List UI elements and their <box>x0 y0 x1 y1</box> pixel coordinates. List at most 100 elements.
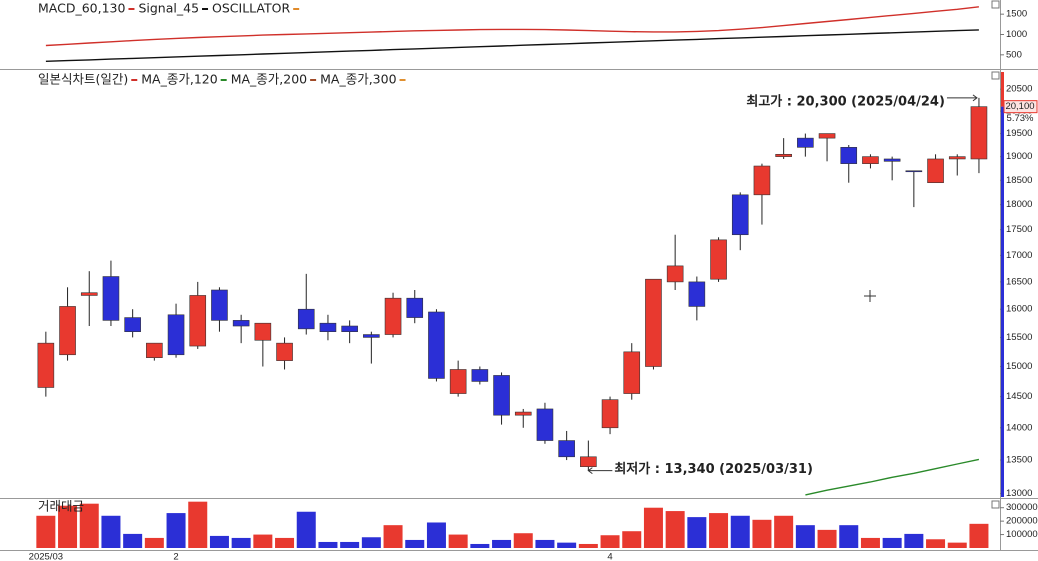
candle-body <box>493 375 510 416</box>
indicator-line <box>45 6 979 47</box>
volume-bar <box>904 533 924 548</box>
volume-bar <box>926 539 946 548</box>
volume-bar <box>296 511 316 548</box>
candle-body <box>775 153 792 157</box>
volume-bar <box>578 543 598 548</box>
volume-bar <box>860 537 880 548</box>
candle-body <box>146 342 163 358</box>
panel-button[interactable] <box>991 0 1000 9</box>
volume-bar <box>643 507 663 548</box>
last-price-label: 20,100 <box>1005 101 1034 112</box>
candle-body <box>666 265 684 283</box>
volume-bar <box>340 541 360 548</box>
y-tick-label: 1500 <box>1006 9 1027 20</box>
candle-body <box>601 399 619 429</box>
candle-body <box>80 292 98 296</box>
volume-bar <box>383 525 403 548</box>
panel-title: 거래대금 <box>38 499 84 514</box>
volume-bar <box>535 539 555 548</box>
x-tick-label: 2 <box>173 552 178 561</box>
volume-bar <box>123 533 143 548</box>
candle-body <box>688 281 706 307</box>
y-tick-label: 500 <box>1006 49 1022 60</box>
candle-body <box>514 411 532 416</box>
candle-body <box>580 456 597 467</box>
volume-bar <box>209 535 229 548</box>
legend-label: Signal_45 <box>138 1 199 16</box>
y-tick-label: 18500 <box>1006 175 1032 186</box>
candle-body <box>710 239 727 280</box>
volume-bar <box>166 513 186 548</box>
y-tick-label: 14000 <box>1006 422 1032 433</box>
legend-label: MA_종가,120 <box>141 72 217 87</box>
candle-body <box>37 342 55 388</box>
volume-bar <box>492 539 512 548</box>
volume-bar <box>557 542 577 548</box>
candle-body <box>623 351 641 394</box>
candle-body <box>797 137 814 148</box>
volume-bar <box>58 505 78 548</box>
candle-body <box>189 295 207 347</box>
candle-body <box>905 170 923 173</box>
volume-bar <box>622 531 642 548</box>
volume-bar <box>665 511 685 548</box>
y-tick-label: 15000 <box>1006 361 1032 372</box>
indicator-line <box>45 29 979 62</box>
volume-bar <box>774 515 794 548</box>
candle-body <box>211 289 228 321</box>
y-tick-label: 19500 <box>1006 128 1032 139</box>
panel-button[interactable] <box>991 500 1000 509</box>
y-tick-label: 14500 <box>1006 391 1032 402</box>
candle-body <box>428 311 445 379</box>
last-change-label: 5.73% <box>1007 113 1034 124</box>
volume-bar <box>969 523 989 548</box>
annotation-arrow <box>587 467 613 475</box>
volume-bar <box>687 517 707 548</box>
volume-bar <box>513 533 533 548</box>
volume-bar <box>144 537 164 548</box>
y-tick-label: 19000 <box>1006 151 1032 162</box>
candle-body <box>449 369 467 394</box>
volume-bar <box>709 513 729 548</box>
candle-body <box>927 158 944 184</box>
volume-bar <box>318 541 338 548</box>
y-tick-label: 100000 <box>1006 529 1038 540</box>
y-tick-label: 17000 <box>1006 250 1032 261</box>
volume-bar <box>426 522 446 548</box>
annotation: 최고가 : 20,300 (2025/04/24) <box>746 94 945 109</box>
candle-body <box>536 408 554 441</box>
y-tick-label: 200000 <box>1006 516 1038 527</box>
candle-body <box>862 156 879 164</box>
annotation-arrow <box>972 94 978 102</box>
legend-label: 일본식차트(일간) <box>38 72 128 87</box>
volume-bar <box>600 535 620 548</box>
candle-body <box>471 369 489 382</box>
volume-bar <box>448 534 468 548</box>
legend-label: MA_종가,300 <box>320 72 396 87</box>
candle-body <box>645 278 662 367</box>
volume-bar <box>730 515 750 548</box>
y-tick-label: 17500 <box>1006 224 1032 235</box>
candle-body <box>363 334 380 338</box>
y-tick-label: 20500 <box>1006 84 1032 95</box>
y-tick-label: 16000 <box>1006 304 1032 315</box>
ma-line <box>805 458 980 496</box>
candle-body <box>167 314 185 356</box>
volume-bar <box>839 525 859 548</box>
x-tick-label: 4 <box>607 552 612 561</box>
candle-body <box>753 165 771 196</box>
volume-bar <box>947 542 967 548</box>
candle-body <box>840 147 858 164</box>
candle-body <box>384 297 402 335</box>
volume-bar <box>36 515 56 548</box>
candle-body <box>731 194 749 236</box>
candle-body <box>970 106 988 160</box>
volume-bar <box>188 501 208 548</box>
volume-bar <box>253 534 273 548</box>
candle-body <box>297 308 315 330</box>
candle-body <box>102 276 120 321</box>
y-tick-label: 13000 <box>1006 488 1032 499</box>
panel-button[interactable] <box>991 71 1000 80</box>
